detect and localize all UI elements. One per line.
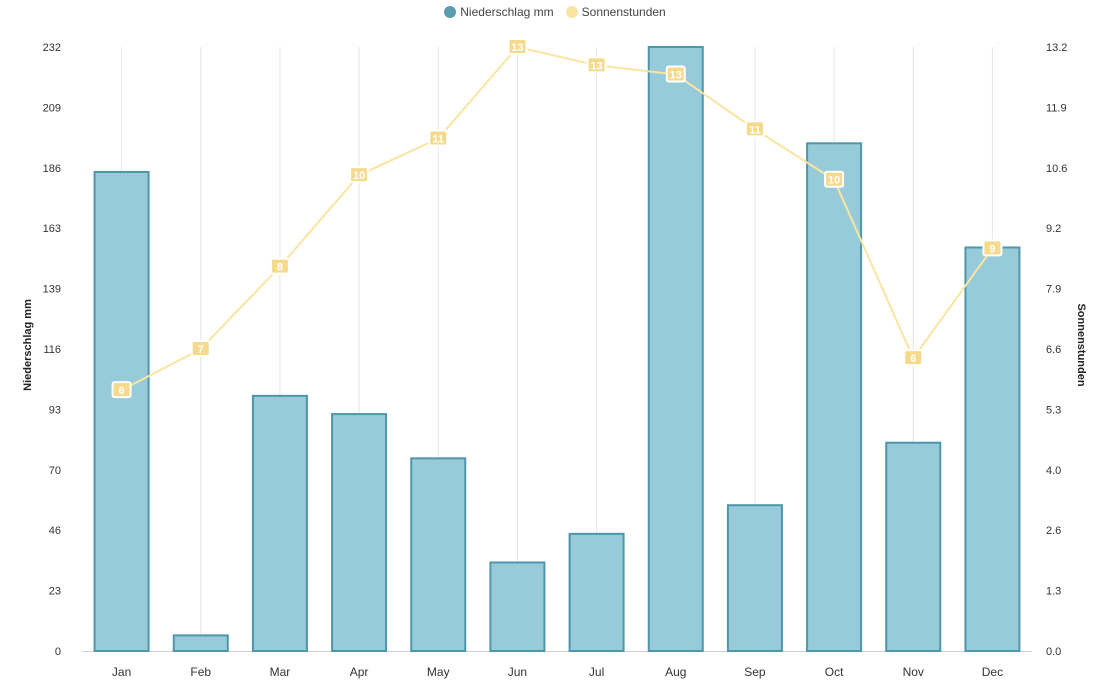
legend-item-niederschlag[interactable]: Niederschlag mm	[444, 5, 554, 19]
x-tick-label-jan: Jan	[112, 665, 131, 679]
data-label-text: 11	[749, 124, 761, 136]
y-right-tick-label: 5.3	[1046, 404, 1061, 416]
y-axis-right-title: Sonnenstunden	[1075, 303, 1087, 386]
x-tick-label-sep: Sep	[744, 665, 766, 679]
data-label-apr: 10	[349, 166, 370, 184]
bar-nov	[885, 441, 942, 653]
data-label-text: 6	[910, 353, 916, 365]
data-label-box	[903, 349, 924, 367]
data-label-box	[665, 65, 686, 83]
bar-sep	[726, 504, 783, 653]
y-left-tick-label: 93	[49, 404, 61, 416]
y-left-tick-label: 232	[43, 42, 61, 54]
data-label-box	[507, 38, 528, 55]
y-left-tick-label: 116	[43, 344, 61, 356]
data-label-box	[111, 381, 132, 399]
data-label-box	[269, 257, 290, 275]
data-label-box	[744, 120, 765, 138]
x-tick-label-jul: Jul	[589, 665, 604, 679]
x-tick-label-dec: Dec	[982, 665, 1003, 679]
y-right-tick-label: 11.9	[1046, 102, 1067, 114]
legend-marker-niederschlag	[444, 6, 457, 18]
data-label-aug: 13	[665, 65, 686, 83]
bar-jan	[93, 170, 150, 652]
y-left-tick-label: 139	[43, 284, 61, 296]
data-label-text: 10	[828, 175, 840, 187]
data-label-box	[428, 129, 449, 147]
y-left-tick-label: 70	[49, 465, 61, 477]
x-tick-label-nov: Nov	[903, 665, 924, 679]
legend-item-sonnenstunden[interactable]: Sonnenstunden	[565, 5, 666, 19]
data-label-jan: 6	[111, 381, 132, 399]
bar-jun	[489, 561, 546, 653]
legend: Niederschlag mm Sonnenstunden	[0, 5, 1110, 19]
bar-series	[93, 46, 1021, 653]
x-tick-label-oct: Oct	[825, 665, 844, 679]
y-left-tick-label: 209	[43, 102, 61, 114]
data-label-sep: 11	[744, 120, 765, 138]
x-tick-label-jun: Jun	[508, 665, 527, 679]
x-tick-label-may: May	[427, 665, 450, 679]
bar-may	[410, 457, 467, 652]
line-series: 6 7 8 10 11 13 13 13 11 10 6 9	[111, 38, 1003, 399]
y-right-tick-label: 1.3	[1046, 586, 1061, 598]
y-left-tick-label: 23	[49, 586, 61, 598]
data-label-text: 13	[511, 42, 523, 54]
y-left-tick-label: 163	[43, 223, 61, 235]
data-label-oct: 10	[824, 170, 845, 188]
legend-label-niederschlag: Niederschlag mm	[460, 5, 554, 19]
data-label-text: 10	[353, 170, 365, 182]
y-right-tick-label: 4.0	[1046, 465, 1061, 477]
bar-mar	[251, 394, 308, 652]
y-right-tick-label: 9.2	[1046, 223, 1061, 235]
x-tick-label-mar: Mar	[270, 665, 291, 679]
data-label-text: 7	[198, 344, 204, 356]
y-left-tick-label: 46	[49, 525, 61, 537]
y-right-tick-label: 0.0	[1046, 646, 1061, 658]
data-label-jul: 13	[586, 56, 607, 74]
data-label-text: 13	[670, 69, 682, 81]
axes: 0234670931161391631862092320.01.32.64.05…	[43, 42, 1068, 679]
data-label-text: 8	[277, 262, 283, 274]
data-label-box	[190, 340, 211, 357]
data-label-box	[824, 170, 845, 188]
bar-aug	[647, 46, 704, 652]
y-right-tick-label: 6.6	[1046, 344, 1061, 356]
bar-jul	[568, 532, 625, 653]
y-axis-left-title: Niederschlag mm	[22, 299, 34, 391]
y-right-tick-label: 2.6	[1046, 525, 1061, 537]
bar-apr	[331, 413, 388, 652]
data-label-nov: 6	[903, 349, 924, 367]
data-label-text: 11	[432, 134, 444, 146]
data-label-text: 6	[119, 385, 125, 397]
data-label-mar: 8	[269, 257, 290, 275]
data-label-box	[586, 56, 607, 74]
y-left-tick-label: 0	[55, 646, 61, 658]
x-tick-label-feb: Feb	[190, 665, 211, 679]
bar-feb	[172, 634, 229, 653]
y-left-tick-label: 186	[43, 163, 61, 175]
legend-marker-sonnenstunden	[565, 6, 578, 18]
x-tick-label-apr: Apr	[350, 665, 369, 679]
y-right-tick-label: 13.2	[1046, 42, 1067, 54]
data-label-box	[349, 166, 370, 184]
bar-dec	[964, 246, 1021, 652]
data-label-text: 13	[590, 60, 602, 72]
data-label-jun: 13	[507, 38, 528, 55]
x-tick-label-aug: Aug	[665, 665, 686, 679]
sun-hours-line	[121, 45, 994, 392]
data-label-box	[982, 239, 1003, 257]
y-right-tick-label: 10.6	[1046, 163, 1067, 175]
data-label-feb: 7	[190, 340, 211, 357]
y-right-tick-label: 7.9	[1046, 284, 1061, 296]
data-label-text: 9	[989, 243, 995, 255]
data-label-may: 11	[428, 129, 449, 147]
bar-oct	[806, 142, 863, 653]
data-label-dec: 9	[982, 239, 1003, 257]
legend-label-sonnenstunden: Sonnenstunden	[581, 5, 666, 19]
